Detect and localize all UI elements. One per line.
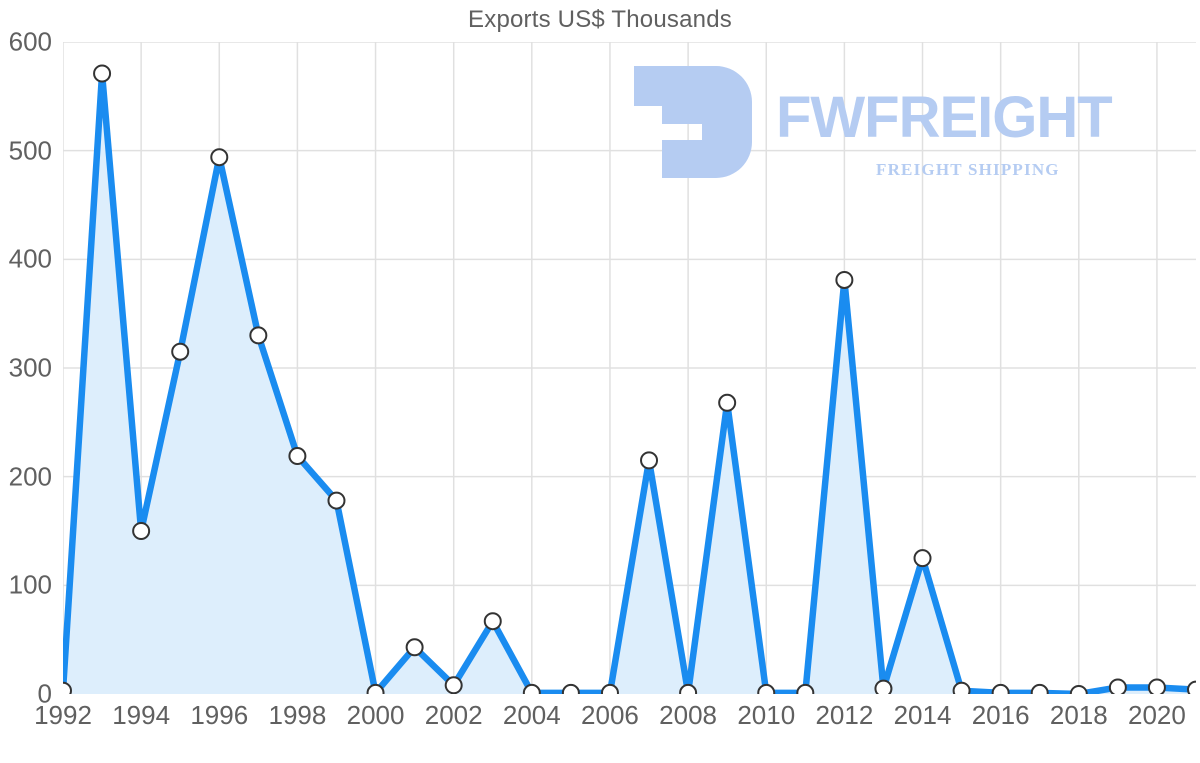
data-point-marker[interactable] bbox=[171, 342, 190, 361]
data-point-marker[interactable] bbox=[561, 683, 580, 702]
data-point-marker[interactable] bbox=[444, 676, 463, 695]
data-point-marker[interactable] bbox=[640, 451, 659, 470]
data-point-marker[interactable] bbox=[522, 683, 541, 702]
data-point-marker[interactable] bbox=[483, 612, 502, 631]
x-axis-tick-label: 1992 bbox=[34, 700, 92, 730]
chart-plot-svg bbox=[54, 41, 1200, 703]
x-axis-tick-label: 1998 bbox=[268, 700, 327, 730]
x-axis-tick-label: 2020 bbox=[1128, 700, 1186, 730]
y-axis-tick-label: 600 bbox=[8, 26, 52, 57]
data-point-marker[interactable] bbox=[132, 522, 151, 540]
y-axis-tick-label: 100 bbox=[8, 569, 52, 600]
x-axis-tick-label: 2010 bbox=[737, 700, 796, 730]
x-axis-tick-labels: 1992 1994 1996 1998 2000 2002 2004 2006 2008 2010… bbox=[34, 700, 1196, 740]
data-point-marker[interactable] bbox=[249, 326, 268, 345]
x-axis-tick-label: 1996 bbox=[190, 700, 249, 730]
data-point-marker[interactable] bbox=[1108, 678, 1127, 697]
x-axis-tick-label: 2004 bbox=[502, 700, 561, 730]
y-axis-tick-label: 200 bbox=[8, 461, 52, 492]
data-point-marker[interactable] bbox=[405, 638, 424, 657]
data-point-marker[interactable] bbox=[913, 549, 932, 568]
data-point-marker[interactable] bbox=[796, 683, 815, 702]
data-point-marker[interactable] bbox=[835, 270, 854, 289]
x-axis-tick-label: 2012 bbox=[815, 700, 874, 730]
data-point-marker[interactable] bbox=[327, 491, 346, 510]
chart-title: Exports US$ Thousands bbox=[468, 6, 732, 33]
x-axis-tick-label: 2008 bbox=[659, 700, 718, 730]
data-point-marker[interactable] bbox=[1147, 678, 1166, 697]
data-point-marker[interactable] bbox=[757, 683, 776, 702]
data-point-marker[interactable] bbox=[93, 64, 112, 83]
data-point-marker[interactable] bbox=[600, 683, 619, 702]
data-point-marker[interactable] bbox=[952, 681, 971, 700]
x-axis-tick-label: 2002 bbox=[424, 700, 483, 730]
y-axis-tick-label: 300 bbox=[8, 352, 52, 383]
x-axis-tick-label: 2000 bbox=[346, 700, 405, 730]
x-axis-tick-label: 2006 bbox=[581, 700, 639, 730]
data-point-marker[interactable] bbox=[210, 148, 229, 167]
data-point-marker[interactable] bbox=[1030, 683, 1049, 702]
x-axis-tick-label: 2014 bbox=[893, 700, 952, 730]
y-axis-tick-labels: 0 100 200 300 400 500 600 bbox=[0, 27, 52, 709]
plot-area bbox=[54, 41, 1200, 703]
y-axis-tick-label: 0 bbox=[37, 678, 52, 709]
x-axis-tick-label: 2016 bbox=[971, 700, 1030, 730]
data-point-marker[interactable] bbox=[1069, 685, 1088, 703]
x-axis-tick-label: 2018 bbox=[1049, 700, 1108, 730]
data-point-marker[interactable] bbox=[991, 683, 1010, 702]
data-point-marker[interactable] bbox=[679, 683, 698, 702]
data-point-marker[interactable] bbox=[288, 447, 307, 466]
y-axis-tick-label: 500 bbox=[8, 135, 52, 166]
x-axis-tick-label: 1994 bbox=[112, 700, 171, 730]
data-point-marker[interactable] bbox=[366, 683, 385, 702]
data-point-marker[interactable] bbox=[1187, 680, 1200, 699]
y-axis-tick-label: 400 bbox=[8, 243, 52, 274]
data-point-marker[interactable] bbox=[874, 679, 893, 698]
area-fill-path bbox=[63, 73, 1196, 694]
data-point-marker[interactable] bbox=[718, 393, 737, 412]
